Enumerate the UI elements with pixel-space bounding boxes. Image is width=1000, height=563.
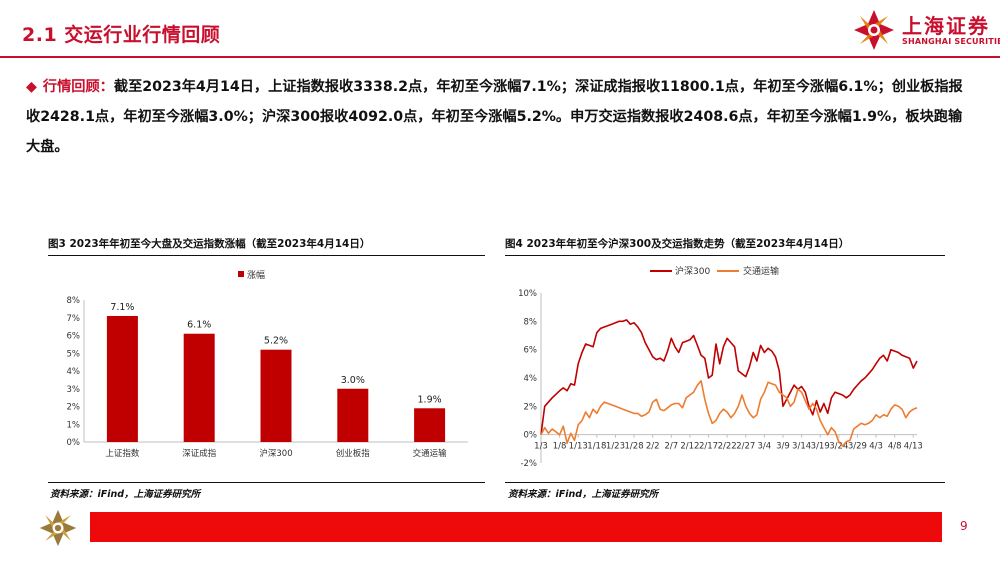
y-tick-label: -2% [520,459,537,469]
logo-emblem-icon [854,10,894,50]
footer-emblem-icon [39,509,77,547]
y-tick-label: 6% [524,346,538,356]
x-tick-label: 1/28 [625,442,644,452]
x-tick-label: 上证指数 [105,448,140,459]
bar-data-label: 5.2% [264,336,288,347]
x-tick-label: 1/8 [553,442,567,452]
legend-label: 涨幅 [247,269,265,281]
bar [260,349,292,442]
x-tick-label: 2/12 [680,442,699,452]
bar [414,408,446,442]
x-tick-label: 深证成指 [182,448,217,459]
x-tick-label: 交通运输 [413,448,448,459]
y-tick-label: 1% [67,420,81,430]
x-tick-label: 3/4 [758,442,772,452]
legend-label: 交通运输 [743,265,779,277]
figure4-top-rule [505,255,945,256]
x-tick-label: 4/8 [888,442,902,452]
x-tick-label: 4/13 [904,442,923,452]
x-tick-label: 1/23 [606,442,625,452]
line-chart: 沪深300 交通运输-2%0%2%4%6%8%10%1/3 1/8 1/13 1/18 1… [518,265,923,469]
brand-name-cn: 上海证券 [902,14,990,38]
y-tick-label: 4% [67,367,81,377]
page-number: 9 [960,519,968,533]
footer-bar [90,512,942,542]
figure4-source: 资料来源：iFind，上海证券研究所 [508,489,659,500]
summary-text: 截至2023年4月14日，上证指数报收3338.2点，年初至今涨幅7.1%；深证… [26,79,963,155]
y-tick-label: 2% [524,402,538,412]
x-tick-label: 3/9 [776,442,790,452]
brand-logo: 上海证券 SHANGHAI SECURITIES [852,8,1000,52]
x-tick-label: 2/7 [664,442,678,452]
figure4-title: 图4 2023年年初至今沪深300及交运指数走势（截至2023年4月14日） [505,238,850,250]
figure3-top-rule [48,255,485,256]
bar-chart: 涨幅 0% 1% 2% 3% 4% 5% 6% 7% 8% 7.1% 上证指数 6.1% 深证成指 5.2%… [67,269,468,459]
x-tick-label: 沪深300 [259,448,292,459]
x-tick-label: 3/14 [792,442,811,452]
y-tick-label: 8% [524,317,538,327]
x-tick-label: 创业板指 [336,448,371,459]
y-tick-label: 8% [67,296,81,306]
bar [183,333,215,442]
x-tick-label: 3/19 [811,442,830,452]
x-tick-label: 1/18 [587,442,606,452]
figure3-bottom-rule [48,482,485,483]
x-tick-label: 4/3 [869,442,883,452]
y-tick-label: 6% [67,332,81,342]
bar [106,315,138,442]
x-tick-label: 1/13 [569,442,588,452]
y-tick-label: 4% [524,374,538,384]
y-tick-label: 5% [67,349,81,359]
series-line [540,319,918,435]
x-tick-label: 2/22 [718,442,737,452]
x-tick-label: 3/29 [848,442,867,452]
brand-name-en: SHANGHAI SECURITIES [902,37,1000,46]
page-title: 2.1 交运行业行情回顾 [22,24,221,46]
figure3-title: 图3 2023年年初至今大盘及交运指数涨幅（截至2023年4月14日） [48,238,371,250]
title-rule [0,56,1000,58]
y-tick-label: 2% [67,403,81,413]
x-tick-label: 2/17 [699,442,718,452]
bar-data-label: 7.1% [110,302,134,313]
summary-label: 行情回顾： [42,79,114,95]
bar-data-label: 1.9% [418,394,442,405]
bullet-diamond-icon: ◆ [26,79,37,95]
series-line [540,380,918,447]
figure3-source: 资料来源：iFind，上海证券研究所 [50,489,201,500]
x-tick-label: 2/27 [736,442,755,452]
x-tick-label: 1/3 [534,442,548,452]
bar-data-label: 3.0% [341,375,365,386]
y-tick-label: 7% [67,314,81,324]
figure4-bottom-rule [505,482,945,483]
x-tick-label: 2/2 [646,442,660,452]
y-tick-label: 10% [518,289,537,299]
bar-data-label: 6.1% [187,320,211,331]
summary-paragraph: ◆ 行情回顾：截至2023年4月14日，上证指数报收3338.2点，年初至今涨幅7… [26,72,976,162]
bar [337,388,369,442]
y-tick-label: 0% [524,431,538,441]
y-tick-label: 0% [67,438,81,448]
y-tick-label: 3% [67,385,81,395]
x-tick-label: 3/24 [829,442,848,452]
legend-swatch [238,271,244,277]
legend-label: 沪深300 [675,265,710,277]
